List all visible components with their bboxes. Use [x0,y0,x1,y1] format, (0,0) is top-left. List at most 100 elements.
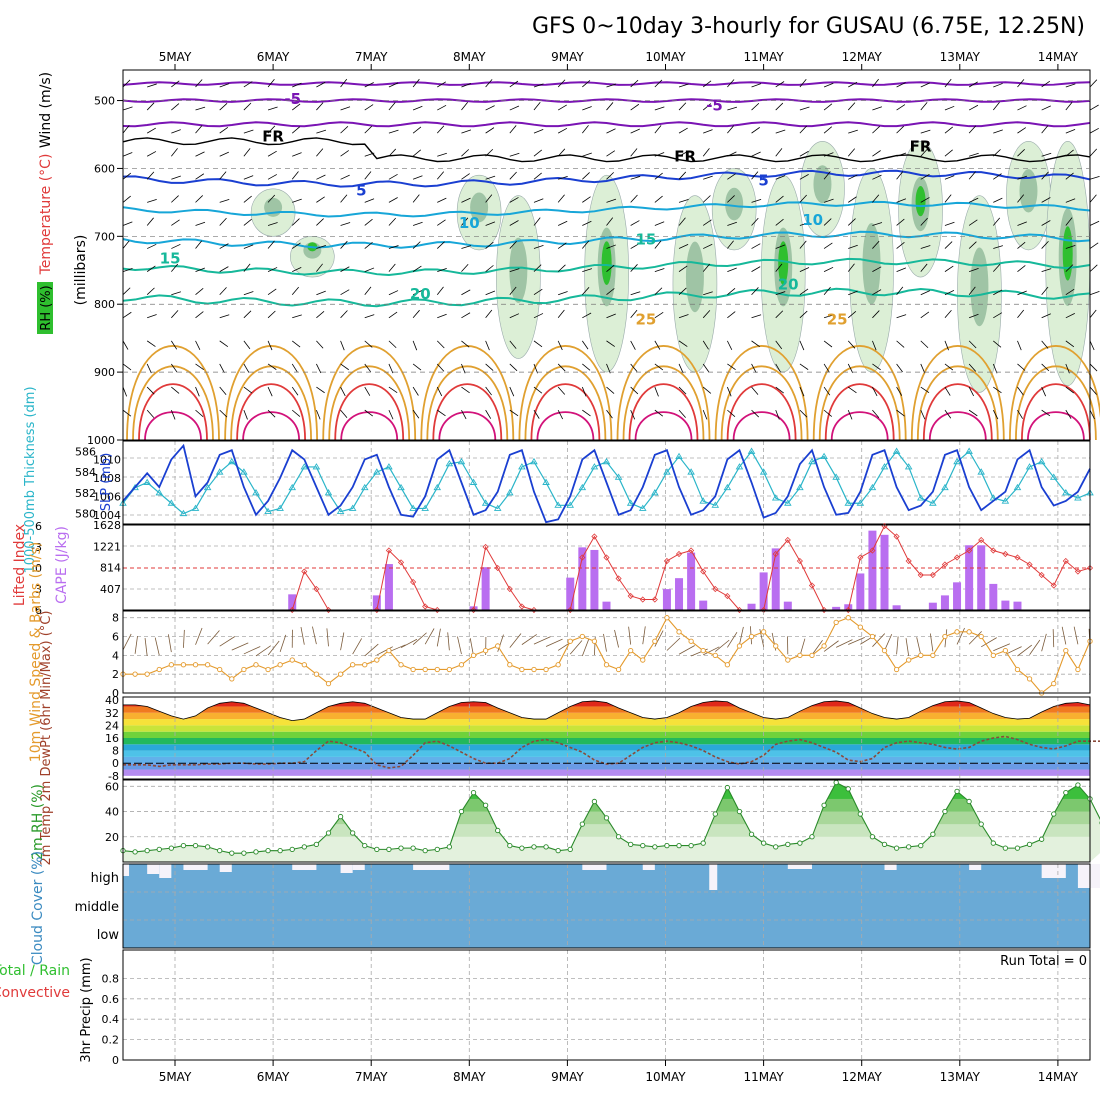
wind-barb [606,150,616,157]
wind-speed-marker [1014,666,1021,673]
wind-barb [412,194,420,203]
wind-barb [533,217,541,226]
wind-barb [509,171,517,180]
wind-barb [267,194,276,203]
wind-barb [872,106,883,111]
date-tick-label: 10MAY [645,1070,686,1084]
lifted-index-marker [917,571,924,579]
wind-barb [654,363,664,371]
wind-barb [267,310,276,319]
rh-shading-core [970,247,989,327]
wind-barb [122,152,133,157]
isotherm-line [122,98,1091,103]
thickness-marker [288,483,297,491]
cloud-gap [582,864,607,870]
boundary-isotherm [634,411,693,441]
wind-barb [606,409,613,419]
wind-barb [630,175,641,180]
thickness-marker [904,463,913,470]
wind-barb [412,241,421,249]
wind-barb [1041,340,1049,349]
cape-bar [687,552,696,610]
run-total-label: Run Total = 0 [1000,954,1087,969]
wind-barb [243,263,251,272]
wind-barb-10m [447,632,450,651]
isotherm-label: -5 [284,90,301,108]
rh-marker [712,811,718,817]
wind-barb [1017,148,1025,157]
thickness-marker [1001,497,1010,504]
wind-barb [727,287,736,296]
date-tick-label: 6MAY [257,1070,290,1084]
wind-barb [485,309,493,319]
wind-barb [896,286,904,295]
thickness-marker [916,494,925,501]
wind-barb [751,266,761,272]
wind-barb [630,340,636,350]
wind-speed-marker [458,662,465,668]
wind-barb [533,149,543,157]
wind-barb [968,219,978,226]
cape-bar [977,545,986,610]
wind-speed-marker [180,662,187,668]
wind-barb [388,409,394,420]
wind-speed-marker [845,615,851,621]
isotherm-line [122,81,1091,86]
wind-barb [968,340,977,349]
cloud-level-label: high [91,871,119,886]
wind-barb-10m [896,636,899,655]
thickness-marker [687,468,695,475]
lifted-index-marker [941,561,949,568]
date-tick-label: 14MAY [1038,50,1079,64]
date-tick-label: 14MAY [1038,1070,1079,1084]
lifted-index-marker [289,606,296,614]
thickness-marker [506,489,514,496]
wind-barb [485,79,493,88]
rh-high-core [601,241,612,286]
lifted-index-marker [470,606,477,614]
thickness-marker [397,483,405,491]
wind-barb [1089,148,1098,157]
wind-barb-10m [666,637,681,651]
wind-barb [606,363,611,374]
wind-barb [171,148,178,157]
cape-bar [771,548,780,610]
rh-marker [422,847,428,854]
wind-speed-marker [615,666,622,673]
wind-barb [122,340,129,350]
wind-barb [340,289,350,296]
rh-marker [470,789,477,796]
wind-speed-marker [241,666,247,673]
thickness-tick-label: 584 [75,466,96,479]
slp-frame [122,440,1091,525]
wind-barb [1017,265,1026,272]
wind-speed-marker [809,652,815,659]
thickness-marker [360,483,369,491]
wind-barb [630,386,639,395]
cloud-gap [709,864,718,890]
date-tick-label: 11MAY [743,50,784,64]
wind-barb [848,244,858,249]
wind-barb [509,340,517,349]
wind-barb [848,81,858,88]
wind-barb [606,83,617,88]
thickness-tick-label: 580 [75,508,96,521]
wind-barb [630,409,636,420]
wind-barb [195,125,203,134]
wind-barb [147,83,157,88]
thickness-axis-label: 1000-500mb Thickness (dm) [23,386,38,573]
cape-bar [868,530,877,610]
wind-barb [1017,221,1027,226]
wind-barb [170,409,176,420]
thickness-tick-label: 586 [75,445,96,458]
wind-barb [557,104,567,111]
date-tick-label: 9MAY [551,50,584,64]
boundary-isotherm [1027,411,1085,441]
wind-barb [896,125,905,134]
wind-barb [316,363,322,374]
rh-marker [688,842,694,849]
wind-barb-10m [364,643,379,657]
wind-barb [751,314,762,319]
wind-speed-marker [253,662,259,668]
wind-barb [775,291,786,296]
